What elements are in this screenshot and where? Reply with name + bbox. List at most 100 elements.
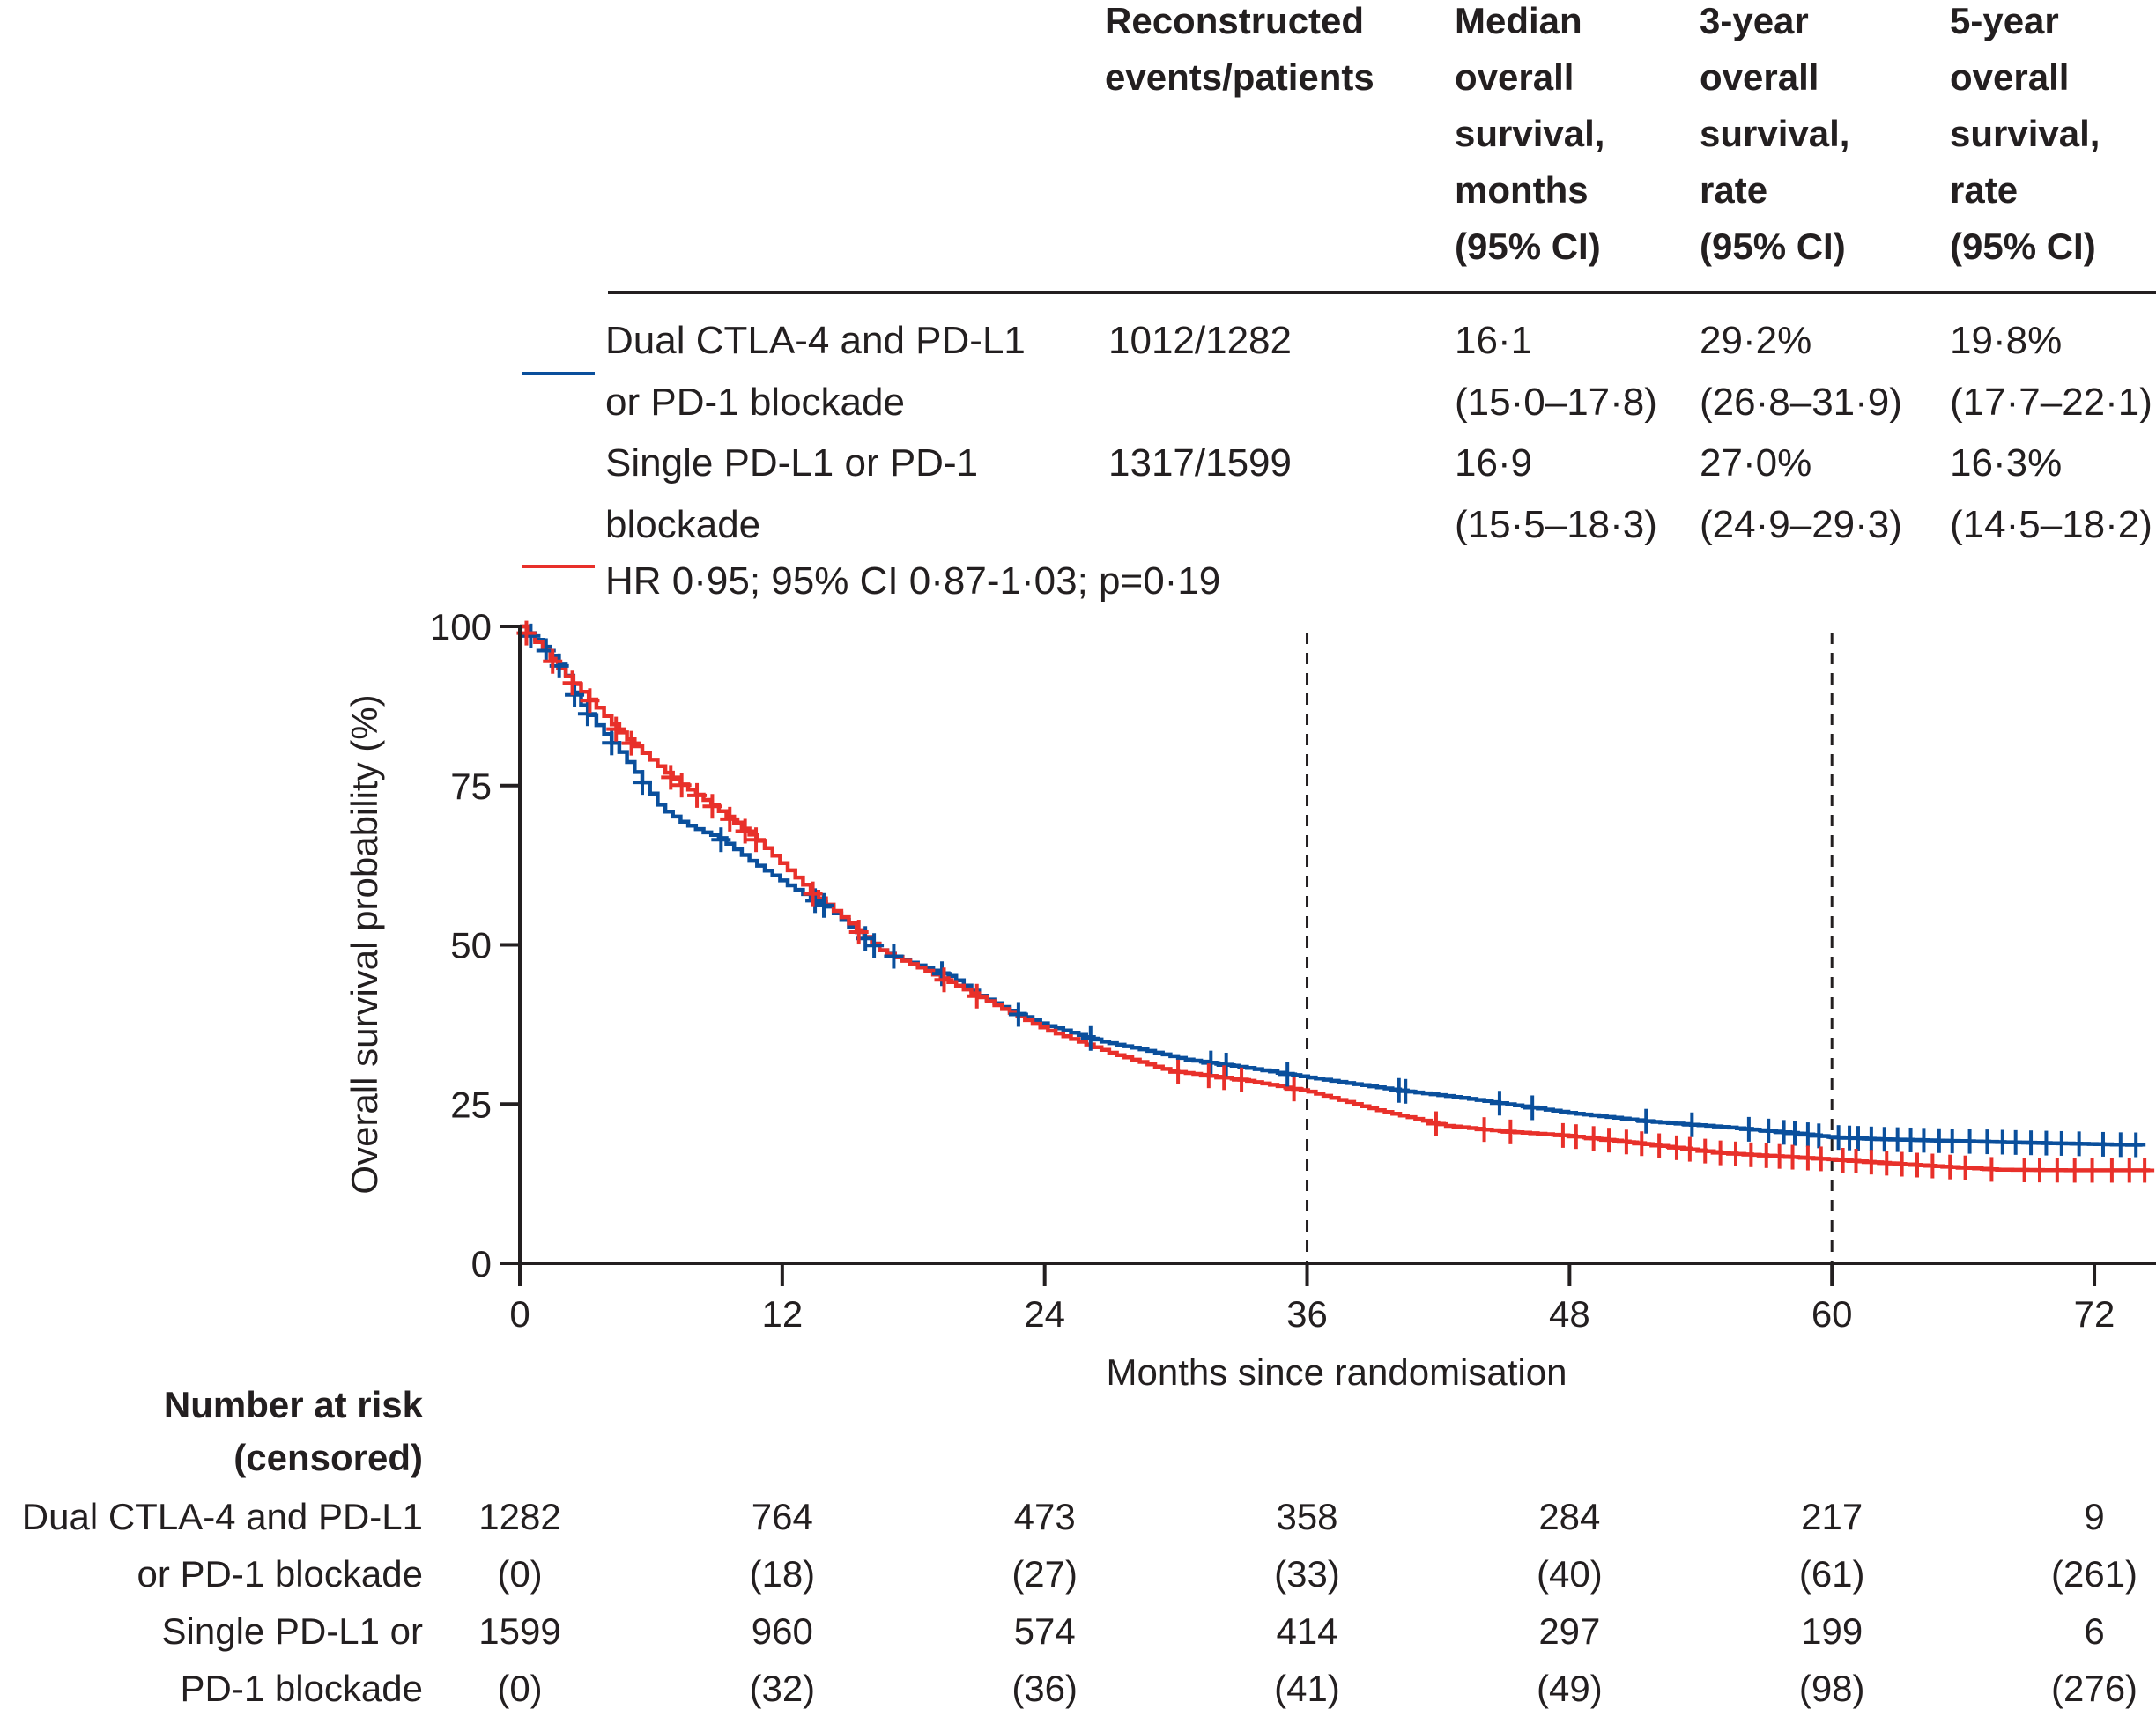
censor-mark <box>1284 1077 1304 1102</box>
x-tick-label: 48 <box>1549 1293 1590 1335</box>
median-ci: (15·0–17·8) <box>1455 381 1657 424</box>
risk-at-risk-value: 1599 <box>478 1610 561 1652</box>
legend-label-line: blockade <box>605 503 761 546</box>
header-line: 5-year <box>1950 0 2059 41</box>
censor-mark <box>1168 1059 1189 1084</box>
three-year-ci: (26·8–31·9) <box>1700 381 1902 424</box>
censor-mark <box>1679 1136 1700 1162</box>
censor-mark <box>1523 1095 1543 1121</box>
censor-mark <box>2135 1158 2155 1183</box>
risk-at-risk-value: 574 <box>1013 1610 1076 1652</box>
censor-mark <box>864 933 885 958</box>
risk-at-risk-value: 358 <box>1276 1496 1338 1537</box>
censor-mark <box>2029 1158 2049 1183</box>
censor-mark <box>2051 1130 2071 1156</box>
censor-mark <box>1982 1157 2002 1182</box>
legend-line-dual <box>522 372 595 375</box>
censor-mark <box>1008 1002 1028 1027</box>
censor-mark <box>1955 1155 1975 1180</box>
header-events-patients: Reconstructed events/patients <box>1105 0 1374 106</box>
x-axis-title: Months since randomisation <box>1107 1351 1567 1393</box>
censor-mark <box>2047 1158 2067 1183</box>
censor-mark <box>848 920 869 945</box>
legend-label-line: Single PD-L1 or PD-1 <box>605 441 979 485</box>
censor-mark <box>543 648 563 674</box>
censor-mark <box>671 773 692 798</box>
censor-mark <box>2069 1131 2089 1157</box>
censor-mark <box>1682 1112 1702 1137</box>
risk-at-risk-value: 217 <box>1801 1496 1863 1537</box>
header-line: (95% CI) <box>1950 226 2096 267</box>
header-line: overall <box>1455 56 1574 98</box>
header-line: survival, <box>1950 113 2100 154</box>
censor-mark <box>1923 1153 1943 1179</box>
risk-at-risk-value: 284 <box>1538 1496 1601 1537</box>
header-3-year-os: 3-year overall survival, rate (95% CI) <box>1700 0 1849 275</box>
legend-line-single <box>522 565 595 568</box>
censor-mark <box>803 881 823 907</box>
risk-censored-value: (98) <box>1798 1668 1865 1709</box>
censor-mark <box>735 818 755 844</box>
risk-at-risk-value: 297 <box>1538 1610 1601 1652</box>
x-tick-label: 72 <box>2074 1293 2115 1335</box>
risk-row-label: or PD-1 blockade <box>137 1553 424 1595</box>
risk-table-title: Number at risk (censored) <box>164 1379 423 1484</box>
y-tick-label: 75 <box>450 766 492 807</box>
header-line: rate <box>1700 169 1768 211</box>
header-median-os: Median overall survival, months (95% CI) <box>1455 0 1604 275</box>
legend-label-single: Single PD-L1 or PD-1 blockade <box>605 433 978 556</box>
censor-mark <box>2093 1131 2113 1157</box>
censor-mark <box>934 967 954 993</box>
three-year-dual: 29·2% (26·8–31·9) <box>1700 310 1902 433</box>
censor-mark <box>1396 1078 1416 1104</box>
header-line: (95% CI) <box>1455 226 1601 267</box>
censor-mark <box>1201 1050 1221 1076</box>
y-tick-label: 25 <box>450 1084 492 1125</box>
censor-mark <box>932 961 952 987</box>
risk-censored-value: (261) <box>2051 1553 2138 1595</box>
header-line: Median <box>1455 0 1582 41</box>
censor-mark <box>1695 1138 1715 1164</box>
risk-at-risk-value: 764 <box>751 1496 813 1537</box>
censor-mark <box>702 794 722 819</box>
censor-mark <box>1474 1117 1494 1143</box>
y-tick-label: 50 <box>450 925 492 966</box>
censor-mark <box>711 827 731 853</box>
censor-mark <box>606 716 626 742</box>
censor-mark <box>1809 1123 1829 1149</box>
median-value: 16·9 <box>1455 441 1533 485</box>
risk-censored-value: (40) <box>1537 1553 1603 1595</box>
header-line: Reconstructed <box>1105 0 1365 41</box>
three-year-value: 29·2% <box>1700 319 1812 362</box>
risk-censored-value: (0) <box>497 1668 543 1709</box>
censor-mark <box>720 806 740 832</box>
censor-mark <box>2064 1158 2085 1183</box>
x-tick-label: 60 <box>1811 1293 1853 1335</box>
survival-curve-dual <box>520 624 2143 1147</box>
five-year-single: 16·3% (14·5–18·2) <box>1950 433 2152 556</box>
events-single: 1317/1599 <box>1108 441 1292 485</box>
header-line: overall <box>1700 56 1819 98</box>
header-line: (95% CI) <box>1700 226 1846 267</box>
censor-mark <box>661 765 681 790</box>
censor-mark <box>746 827 767 853</box>
header-5-year-os: 5-year overall survival, rate (95% CI) <box>1950 0 2100 275</box>
censor-mark <box>1080 1025 1100 1051</box>
risk-row-label: Single PD-L1 or <box>161 1610 423 1652</box>
legend-label-line: or PD-1 blockade <box>605 381 905 424</box>
risk-row-label: PD-1 blockade <box>180 1668 423 1709</box>
censor-mark <box>1942 1129 1962 1154</box>
events-dual: 1012/1282 <box>1108 319 1292 362</box>
median-dual: 16·1 (15·0–17·8) <box>1455 310 1657 433</box>
risk-at-risk-value: 1282 <box>478 1496 561 1537</box>
censor-mark <box>1960 1129 1980 1154</box>
risk-at-risk-value: 9 <box>2084 1496 2105 1537</box>
risk-title-line: Number at risk <box>163 1384 423 1425</box>
censor-mark <box>1198 1063 1219 1089</box>
censor-mark <box>813 892 834 918</box>
risk-at-risk-value: 6 <box>2084 1610 2105 1652</box>
censor-mark <box>621 730 641 756</box>
survival-curve-single <box>520 624 2151 1173</box>
censor-mark <box>2101 1158 2122 1183</box>
